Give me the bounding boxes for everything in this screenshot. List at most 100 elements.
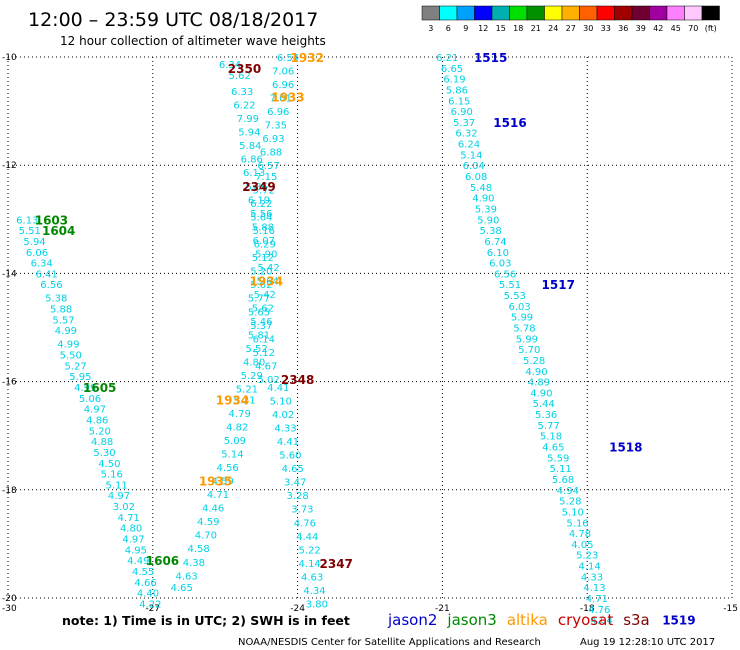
wave-height-value: 3.02 xyxy=(113,502,135,513)
track-altika: 6.345.626.336.227.995.945.846.866.135.86… xyxy=(171,60,280,594)
wave-height-value: 7.06 xyxy=(272,67,294,78)
wave-height-value: 5.27 xyxy=(64,361,86,372)
legend-swatch xyxy=(666,5,685,21)
pass-time-label: 1517 xyxy=(542,278,575,292)
wave-height-value: 6.22 xyxy=(250,199,272,210)
wave-height-value: 5.36 xyxy=(535,410,557,421)
x-tick-label: -18 xyxy=(580,604,595,614)
y-tick-label: -12 xyxy=(2,161,17,171)
wave-height-value: 4.86 xyxy=(86,415,108,426)
pass-time-label: 1933 xyxy=(271,90,304,104)
wave-height-value: 4.46 xyxy=(202,504,224,515)
wave-height-value: 6.54 xyxy=(277,53,299,64)
legend-label: 24 xyxy=(548,24,558,33)
pass-time-label: 1932 xyxy=(291,51,324,65)
wave-height-value: 5.37 xyxy=(250,321,272,332)
pass-time-label: 1519 xyxy=(662,614,695,628)
wave-height-value: 4.02 xyxy=(272,410,294,421)
wave-height-value: 4.65 xyxy=(542,443,564,454)
wave-height-value: 4.80 xyxy=(120,524,142,535)
legend-label: (ft) xyxy=(705,24,717,33)
wave-height-value: 4.89 xyxy=(528,378,550,389)
track-s3a: 6.54 7.06 6.96 7.01 6.96 7.35 6.93 6.88 6.577.15… xyxy=(248,53,328,610)
legend-swatch xyxy=(421,5,440,21)
legend-swatch xyxy=(614,5,633,21)
wave-height-value: 5.50 xyxy=(60,351,82,362)
legend-label: 18 xyxy=(513,24,523,33)
y-tick-label: -10 xyxy=(2,53,17,63)
wave-height-value: 6.13 xyxy=(16,215,38,226)
wave-height-value: 6.34 xyxy=(31,259,53,270)
wave-height-value: 4.95 xyxy=(125,545,147,556)
wave-height-value: 5.62 xyxy=(252,303,274,314)
wave-height-value: 4.97 xyxy=(108,491,130,502)
legend-label: 12 xyxy=(478,24,488,33)
wave-height-value: 5.86 xyxy=(446,85,468,96)
wave-height-value: 7.99 xyxy=(237,114,259,125)
wave-height-value: 5.90 xyxy=(477,215,499,226)
wave-height-value: 6.19 xyxy=(248,195,270,206)
wave-height-value: 3.73 xyxy=(291,505,313,516)
pass-time-label: 1605 xyxy=(83,381,116,395)
wave-height-value: 5.64 xyxy=(257,276,279,287)
wave-height-value: 6.96 xyxy=(267,107,289,118)
legend-label: 21 xyxy=(531,24,541,33)
wave-height-value: 5.90 xyxy=(255,249,277,260)
wave-height-value: 5.52 xyxy=(245,344,267,355)
pass-time-label: 1603 xyxy=(35,213,68,227)
wave-height-value: 6.96 xyxy=(272,80,294,91)
wave-height-value: 5.12 xyxy=(252,253,274,264)
wave-height-value: 5.94 xyxy=(238,128,260,139)
wave-height-value: 4.41 xyxy=(277,437,299,448)
mission-altika: altika xyxy=(507,611,548,629)
legend-label: 42 xyxy=(653,24,663,33)
mission-jason2: jason2 xyxy=(387,611,437,629)
wave-height-value: 6.08 xyxy=(465,172,487,183)
wave-height-value: 5.20 xyxy=(250,267,272,278)
wave-height-value: 5.86 xyxy=(245,182,267,193)
wave-height-value: 5.46 xyxy=(250,317,272,328)
legend-swatch xyxy=(579,5,598,21)
legend-label: 70 xyxy=(688,24,698,33)
x-tick-label: -21 xyxy=(435,604,450,614)
wave-height-value: 4.55 xyxy=(132,567,154,578)
axes: -10 -12 -14 -16 -18 -20-30 -27 -24 -21 -18 -15 xyxy=(2,53,738,614)
x-tick-label: -15 xyxy=(723,604,738,614)
legend-label: 3 xyxy=(428,24,433,33)
pass-time-label: 1516 xyxy=(493,116,526,130)
wave-height-value: 4.76 xyxy=(294,518,316,529)
color-legend: 3 6 9 12 15 18 21 24 27 30 33 36 39 42 45 70 (ft) xyxy=(421,5,720,33)
wave-height-value: 4.65 xyxy=(282,464,304,475)
y-tick-label: -20 xyxy=(2,594,17,604)
wave-height-value: 5.70 xyxy=(518,345,540,356)
wave-height-value: 6.13 xyxy=(243,168,265,179)
wave-height-value: 5.29 xyxy=(241,371,263,382)
legend-swatch xyxy=(684,5,703,21)
wave-height-value: 5.99 xyxy=(511,313,533,324)
wave-height-value: 5.42 xyxy=(258,263,280,274)
wave-height-value: 5.57 xyxy=(52,315,74,326)
wave-height-value: 4.97 xyxy=(84,405,106,416)
wave-height-value: 4.71 xyxy=(207,490,229,501)
wave-height-value: 5.20 xyxy=(89,426,111,437)
wave-height-value: 6.88 xyxy=(260,148,282,159)
legend-label: 6 xyxy=(446,24,451,33)
wave-height-value: 6.56 xyxy=(494,269,516,280)
wave-height-value: 4.33 xyxy=(581,572,603,583)
wave-height-value: 4.41 xyxy=(267,383,289,394)
wave-height-value: 4.90 xyxy=(525,367,547,378)
wave-height-value: 6.04 xyxy=(463,161,485,172)
legend-swatch xyxy=(474,5,493,21)
legend-swatch xyxy=(439,5,458,21)
wave-height-value: 6.34 xyxy=(219,60,241,71)
wave-height-value: 5.10 xyxy=(270,397,292,408)
wave-height-value: 5.30 xyxy=(93,448,115,459)
y-tick-label: -18 xyxy=(2,486,17,496)
wave-height-value: 6.19 xyxy=(443,75,465,86)
legend-swatch xyxy=(631,5,650,21)
x-tick-label: -24 xyxy=(290,604,305,614)
wave-height-value: 6.32 xyxy=(455,129,477,140)
pass-time-label: 2347 xyxy=(320,557,353,571)
grid xyxy=(7,56,733,599)
pass-time-labels: 1932 1933 1934 1934 1935 2350 2349 2348 2347 1603… xyxy=(35,51,696,628)
